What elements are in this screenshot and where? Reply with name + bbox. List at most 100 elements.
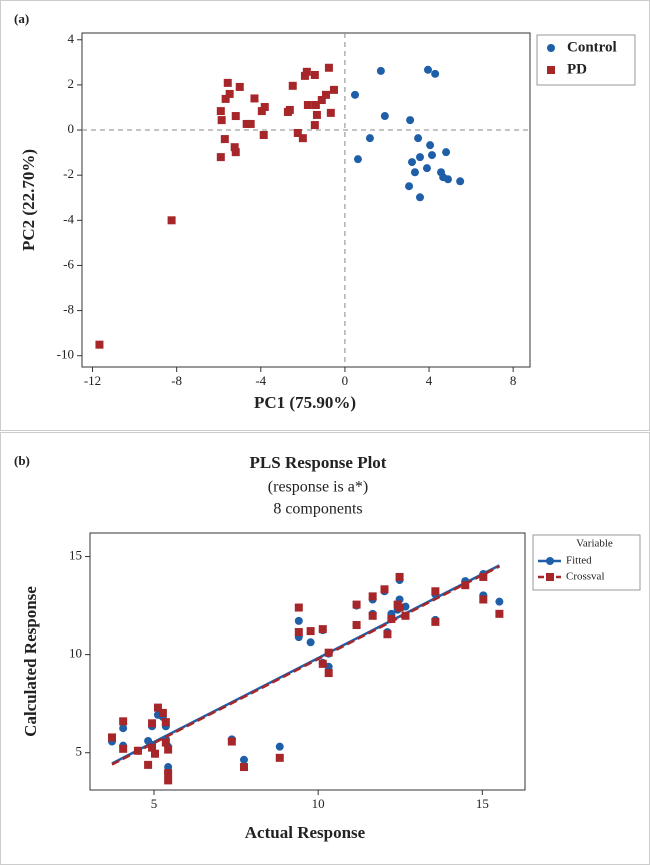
data-point xyxy=(383,630,392,639)
data-point xyxy=(401,611,410,620)
data-point xyxy=(119,724,128,733)
data-point xyxy=(303,100,312,109)
x-tick-label: 0 xyxy=(342,373,349,388)
data-point xyxy=(405,182,414,191)
x-tick-label: 8 xyxy=(510,373,517,388)
data-point xyxy=(133,746,142,755)
data-point xyxy=(395,572,404,581)
panel-frame xyxy=(0,432,650,865)
data-point xyxy=(148,743,157,752)
chart-subtitle: (response is a*) xyxy=(268,479,368,496)
data-point xyxy=(260,103,269,112)
x-tick-label: 10 xyxy=(312,796,325,811)
data-point xyxy=(431,69,440,78)
data-point xyxy=(283,107,292,116)
data-point xyxy=(294,603,303,612)
data-point xyxy=(479,595,488,604)
panel-label: (b) xyxy=(14,453,30,468)
data-point xyxy=(161,718,170,727)
data-point xyxy=(119,744,128,753)
y-tick-label: 4 xyxy=(68,31,75,46)
data-point xyxy=(216,107,225,116)
data-point xyxy=(235,82,244,91)
data-point xyxy=(306,638,315,647)
x-tick-label: 4 xyxy=(426,373,433,388)
data-point xyxy=(239,763,248,772)
legend-title: Variable xyxy=(576,538,613,550)
data-point xyxy=(423,65,432,74)
data-point xyxy=(217,116,226,125)
data-point xyxy=(161,738,170,747)
data-point xyxy=(456,177,465,186)
y-tick-label: 2 xyxy=(68,76,75,91)
data-point xyxy=(310,70,319,79)
data-point xyxy=(275,742,284,751)
x-axis-label: PC1 (75.90%) xyxy=(254,393,356,412)
data-point xyxy=(239,755,248,764)
data-point xyxy=(306,627,315,636)
data-point xyxy=(221,94,230,103)
x-tick-label: 15 xyxy=(476,796,489,811)
y-tick-label: -6 xyxy=(63,256,74,271)
data-point xyxy=(220,135,229,144)
data-point xyxy=(442,148,451,157)
data-point xyxy=(302,67,311,76)
data-point xyxy=(216,153,225,162)
data-point xyxy=(380,112,389,121)
data-point xyxy=(225,89,234,98)
data-point xyxy=(410,168,419,177)
data-point xyxy=(415,153,424,162)
data-point xyxy=(298,134,307,143)
y-tick-label: 15 xyxy=(69,548,82,563)
legend-marker xyxy=(547,44,555,52)
panel-label: (a) xyxy=(14,11,29,26)
data-point xyxy=(479,572,488,581)
data-point xyxy=(324,648,333,657)
legend-label: Crossval xyxy=(566,571,605,583)
data-point xyxy=(408,158,417,167)
data-point xyxy=(376,66,385,75)
data-point xyxy=(326,108,335,117)
y-axis-label: PC2 (22.70%) xyxy=(19,149,38,251)
data-point xyxy=(352,621,361,630)
data-point xyxy=(294,616,303,625)
data-point xyxy=(257,107,266,116)
x-tick-label: 5 xyxy=(151,796,158,811)
fit-line xyxy=(111,565,500,766)
data-point xyxy=(231,112,240,121)
plot-frame xyxy=(89,532,526,791)
data-point xyxy=(227,737,236,746)
data-point xyxy=(427,151,436,160)
chart-subtitle: 8 components xyxy=(273,501,362,518)
legend-marker xyxy=(546,573,554,581)
data-point xyxy=(288,81,297,90)
plot-frame xyxy=(81,32,531,368)
legend-label: PD xyxy=(567,61,587,77)
data-point xyxy=(422,164,431,173)
data-point xyxy=(164,776,173,785)
data-point xyxy=(119,717,128,726)
data-point xyxy=(164,769,173,778)
data-point xyxy=(317,96,326,105)
data-point xyxy=(351,90,360,99)
y-tick-label: -10 xyxy=(57,347,74,362)
data-point xyxy=(329,85,338,94)
y-axis-label: Calculated Response xyxy=(21,586,40,737)
legend-marker xyxy=(546,557,554,565)
data-point xyxy=(431,617,440,626)
data-point xyxy=(275,753,284,762)
data-point xyxy=(293,128,302,137)
legend-marker xyxy=(547,66,555,74)
data-point xyxy=(250,94,259,103)
data-point xyxy=(158,708,167,717)
y-tick-label: -4 xyxy=(63,211,74,226)
data-point xyxy=(431,587,440,596)
legend-frame xyxy=(536,34,636,86)
data-point xyxy=(312,110,321,119)
data-point xyxy=(144,760,153,769)
data-point xyxy=(223,78,232,87)
data-point xyxy=(321,90,330,99)
data-point xyxy=(324,669,333,678)
data-point xyxy=(461,581,470,590)
data-point xyxy=(231,148,240,157)
